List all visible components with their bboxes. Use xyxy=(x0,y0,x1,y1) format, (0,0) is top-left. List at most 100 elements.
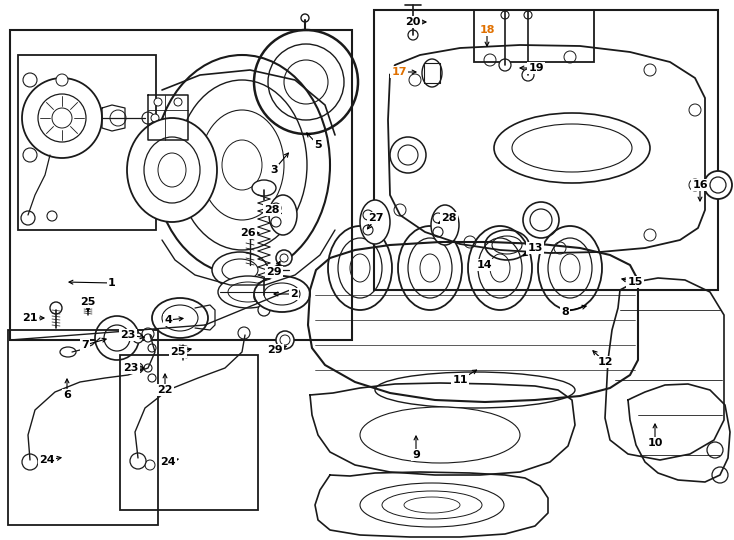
Circle shape xyxy=(23,148,37,162)
Circle shape xyxy=(133,363,143,373)
Ellipse shape xyxy=(485,230,529,260)
Circle shape xyxy=(398,145,418,165)
Text: 8: 8 xyxy=(561,307,569,317)
Circle shape xyxy=(47,211,57,221)
Circle shape xyxy=(142,112,154,124)
Text: 17: 17 xyxy=(391,67,407,77)
Circle shape xyxy=(145,460,155,470)
Ellipse shape xyxy=(144,137,200,203)
Bar xyxy=(120,355,258,510)
Circle shape xyxy=(710,177,726,193)
Circle shape xyxy=(22,78,102,158)
Circle shape xyxy=(523,202,559,238)
Text: 23: 23 xyxy=(120,330,136,340)
Text: 2: 2 xyxy=(290,289,298,299)
Circle shape xyxy=(301,14,309,22)
Circle shape xyxy=(271,217,281,227)
Text: 6: 6 xyxy=(63,390,71,400)
Circle shape xyxy=(104,325,130,351)
Circle shape xyxy=(174,98,182,106)
Circle shape xyxy=(148,344,156,352)
Circle shape xyxy=(22,454,38,470)
Text: 5: 5 xyxy=(314,140,321,150)
Circle shape xyxy=(499,59,511,71)
Circle shape xyxy=(280,335,290,345)
Text: 28: 28 xyxy=(264,205,280,215)
Text: 12: 12 xyxy=(597,357,613,367)
Circle shape xyxy=(148,374,156,382)
Circle shape xyxy=(363,225,373,235)
Ellipse shape xyxy=(360,407,520,463)
Circle shape xyxy=(707,442,723,458)
Circle shape xyxy=(52,108,72,128)
Bar xyxy=(10,30,352,340)
Text: 9: 9 xyxy=(412,450,420,460)
Bar xyxy=(8,330,158,525)
Text: 26: 26 xyxy=(240,228,256,238)
Circle shape xyxy=(95,316,139,360)
Circle shape xyxy=(501,11,509,19)
Circle shape xyxy=(276,250,292,266)
Ellipse shape xyxy=(492,236,522,254)
Circle shape xyxy=(408,30,418,40)
Bar xyxy=(18,55,156,230)
Ellipse shape xyxy=(154,55,330,275)
Ellipse shape xyxy=(228,282,268,302)
Ellipse shape xyxy=(60,347,76,357)
Text: 16: 16 xyxy=(692,180,708,190)
Circle shape xyxy=(530,209,552,231)
Bar xyxy=(474,10,594,62)
Text: 15: 15 xyxy=(628,277,643,287)
Text: 7: 7 xyxy=(81,340,89,350)
Text: 13: 13 xyxy=(527,243,542,253)
Ellipse shape xyxy=(212,252,268,288)
Circle shape xyxy=(144,364,152,372)
Text: 19: 19 xyxy=(528,63,544,73)
Text: 27: 27 xyxy=(368,213,384,223)
Text: 10: 10 xyxy=(647,438,663,448)
Circle shape xyxy=(110,110,126,126)
Ellipse shape xyxy=(162,305,198,331)
Circle shape xyxy=(522,69,534,81)
Ellipse shape xyxy=(382,491,482,519)
Text: 24: 24 xyxy=(39,455,55,465)
Text: 25: 25 xyxy=(170,347,186,357)
Text: 4: 4 xyxy=(164,315,172,325)
Text: 29: 29 xyxy=(266,267,282,277)
Ellipse shape xyxy=(218,276,278,308)
Circle shape xyxy=(21,211,35,225)
Ellipse shape xyxy=(152,298,208,338)
Circle shape xyxy=(363,210,373,220)
Text: 25: 25 xyxy=(80,297,95,307)
Circle shape xyxy=(151,114,159,122)
Circle shape xyxy=(524,11,532,19)
Text: 24: 24 xyxy=(160,457,176,467)
Ellipse shape xyxy=(360,483,504,527)
Text: 20: 20 xyxy=(405,17,421,27)
Circle shape xyxy=(38,94,86,142)
Circle shape xyxy=(23,73,37,87)
Text: 21: 21 xyxy=(22,313,37,323)
Ellipse shape xyxy=(422,59,442,87)
Circle shape xyxy=(133,333,143,343)
Circle shape xyxy=(154,98,162,106)
Ellipse shape xyxy=(158,153,186,187)
Ellipse shape xyxy=(252,180,276,196)
Ellipse shape xyxy=(200,110,284,220)
Text: 11: 11 xyxy=(452,375,468,385)
Ellipse shape xyxy=(254,290,274,304)
Ellipse shape xyxy=(269,195,297,235)
Circle shape xyxy=(712,467,728,483)
Bar xyxy=(374,10,718,290)
Circle shape xyxy=(144,334,152,342)
Text: 14: 14 xyxy=(476,260,492,270)
Ellipse shape xyxy=(431,205,459,245)
Text: 3: 3 xyxy=(270,165,277,175)
Circle shape xyxy=(50,302,62,314)
Circle shape xyxy=(238,327,250,339)
Ellipse shape xyxy=(360,200,390,244)
Circle shape xyxy=(56,74,68,86)
Ellipse shape xyxy=(177,80,307,250)
Ellipse shape xyxy=(254,276,310,312)
Circle shape xyxy=(280,254,288,262)
